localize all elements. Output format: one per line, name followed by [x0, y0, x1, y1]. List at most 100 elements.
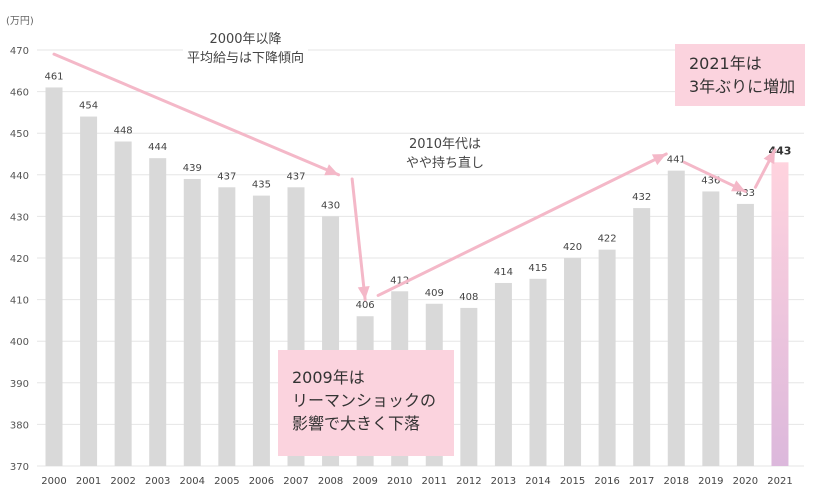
value-label-2019: 436 — [701, 175, 720, 186]
y-tick-label-390: 390 — [10, 379, 29, 390]
y-tick-label-430: 430 — [10, 212, 29, 223]
rise-callout-line-1: 2021年は — [689, 54, 762, 73]
value-label-2020: 433 — [736, 188, 755, 199]
y-tick-label-460: 460 — [10, 88, 29, 99]
x-tick-label-2007: 2007 — [283, 476, 308, 487]
bars — [45, 87, 789, 467]
bar-2000 — [45, 87, 63, 466]
recovery-note-line-2: やや持ち直し — [406, 156, 485, 171]
value-label-2011: 409 — [425, 288, 444, 299]
x-tick-label-2015: 2015 — [560, 476, 585, 487]
y-tick-label-410: 410 — [10, 296, 29, 307]
x-tick-label-2018: 2018 — [664, 476, 689, 487]
x-axis-ticks: 2000 2001 2002 2003 2004 2005 2006 2007 2008 2009… — [41, 476, 792, 487]
value-label-2003: 444 — [148, 142, 167, 153]
bar-2003 — [149, 158, 167, 466]
x-tick-label-2010: 2010 — [387, 476, 412, 487]
y-tick-label-400: 400 — [10, 337, 29, 348]
recovery-arrow — [376, 152, 668, 297]
x-tick-label-2012: 2012 — [456, 476, 481, 487]
y-tick-label-470: 470 — [10, 46, 29, 57]
x-tick-label-2006: 2006 — [249, 476, 274, 487]
bar-2013 — [494, 282, 512, 466]
bar-2002 — [114, 141, 132, 466]
bar-2001 — [80, 116, 98, 466]
value-label-2013: 414 — [494, 267, 513, 278]
rise-arrow-head — [763, 149, 775, 165]
x-tick-label-2021: 2021 — [767, 476, 792, 487]
bar-2005 — [218, 187, 236, 466]
crash-callout-line-1: 2009年は — [292, 368, 365, 387]
value-label-2015: 420 — [563, 242, 582, 253]
x-tick-label-2002: 2002 — [110, 476, 135, 487]
bar-2019 — [702, 191, 720, 466]
bar-2015 — [564, 258, 582, 466]
value-label-2004: 439 — [183, 163, 202, 174]
bar-2017 — [633, 208, 651, 466]
value-label-2007: 437 — [286, 171, 305, 182]
bar-2006 — [252, 195, 270, 466]
bar-2018 — [667, 170, 685, 466]
trend-arrows — [52, 52, 777, 302]
x-tick-label-2020: 2020 — [733, 476, 758, 487]
x-tick-label-2016: 2016 — [594, 476, 619, 487]
dip-arrow-head — [731, 180, 746, 192]
crash-callout-line-3: 影響で大きく下落 — [292, 414, 421, 433]
decline-note: 2000年以降 平均給与は下降傾向 — [183, 30, 309, 68]
value-label-2006: 435 — [252, 180, 271, 191]
x-tick-label-2014: 2014 — [525, 476, 550, 487]
y-axis-unit-label: (万円) — [6, 16, 34, 27]
bar-2021 — [771, 162, 789, 466]
crash-arrow-shaft — [350, 177, 367, 302]
y-tick-label-440: 440 — [10, 171, 29, 182]
bar-2020 — [736, 203, 754, 467]
recovery-note-line-1: 2010年代は — [408, 137, 482, 152]
rise-callout-line-2: 3年ぶりに増加 — [689, 77, 796, 96]
bar-2012 — [460, 307, 478, 466]
value-label-2009: 406 — [356, 300, 375, 311]
dip-arrow — [682, 160, 747, 193]
crash-callout-box: 2009年は リーマンショックの 影響で大きく下落 — [278, 350, 454, 456]
recovery-arrow-head — [651, 154, 667, 166]
value-label-2016: 422 — [598, 234, 617, 245]
decline-note-line-1: 2000年以降 — [209, 32, 282, 47]
x-tick-label-2001: 2001 — [76, 476, 101, 487]
crash-arrow-head — [357, 286, 370, 300]
y-axis-ticks: 370 380 390 400 410 420 430 440 450 460 470 — [10, 46, 29, 473]
value-label-2000: 461 — [44, 71, 63, 82]
value-label-2005: 437 — [217, 171, 236, 182]
value-label-2008: 430 — [321, 200, 340, 211]
value-label-2014: 415 — [528, 263, 547, 274]
decline-arrow — [52, 52, 341, 177]
value-label-2001: 454 — [79, 101, 98, 112]
decline-arrow-head — [324, 164, 339, 176]
crash-callout-line-2: リーマンショックの — [292, 391, 437, 410]
x-tick-label-2019: 2019 — [698, 476, 723, 487]
x-tick-label-2009: 2009 — [352, 476, 377, 487]
y-tick-label-380: 380 — [10, 420, 29, 431]
rise-callout-box: 2021年は 3年ぶりに増加 — [675, 44, 805, 106]
recovery-arrow-shaft — [376, 152, 668, 297]
bar-2016 — [598, 249, 616, 466]
x-tick-label-2008: 2008 — [318, 476, 343, 487]
x-tick-label-2000: 2000 — [41, 476, 66, 487]
x-tick-label-2011: 2011 — [422, 476, 447, 487]
y-tick-label-420: 420 — [10, 254, 29, 265]
y-tick-label-450: 450 — [10, 129, 29, 140]
crash-arrow — [350, 177, 370, 302]
decline-note-line-2: 平均給与は下降傾向 — [187, 51, 305, 66]
x-tick-label-2004: 2004 — [180, 476, 205, 487]
value-label-2010: 412 — [390, 275, 409, 286]
value-label-2017: 432 — [632, 192, 651, 203]
x-tick-label-2013: 2013 — [491, 476, 516, 487]
bar-2004 — [183, 178, 201, 466]
y-tick-label-370: 370 — [10, 462, 29, 473]
recovery-note: 2010年代は やや持ち直し — [402, 135, 489, 173]
bar-2014 — [529, 278, 547, 466]
x-tick-label-2003: 2003 — [145, 476, 170, 487]
x-tick-label-2017: 2017 — [629, 476, 654, 487]
rise-arrow — [753, 148, 777, 189]
value-labels: 461 454 448 444 439 437 435 437 430 406 412 409 408 4… — [44, 71, 791, 311]
decline-arrow-shaft — [52, 52, 341, 177]
